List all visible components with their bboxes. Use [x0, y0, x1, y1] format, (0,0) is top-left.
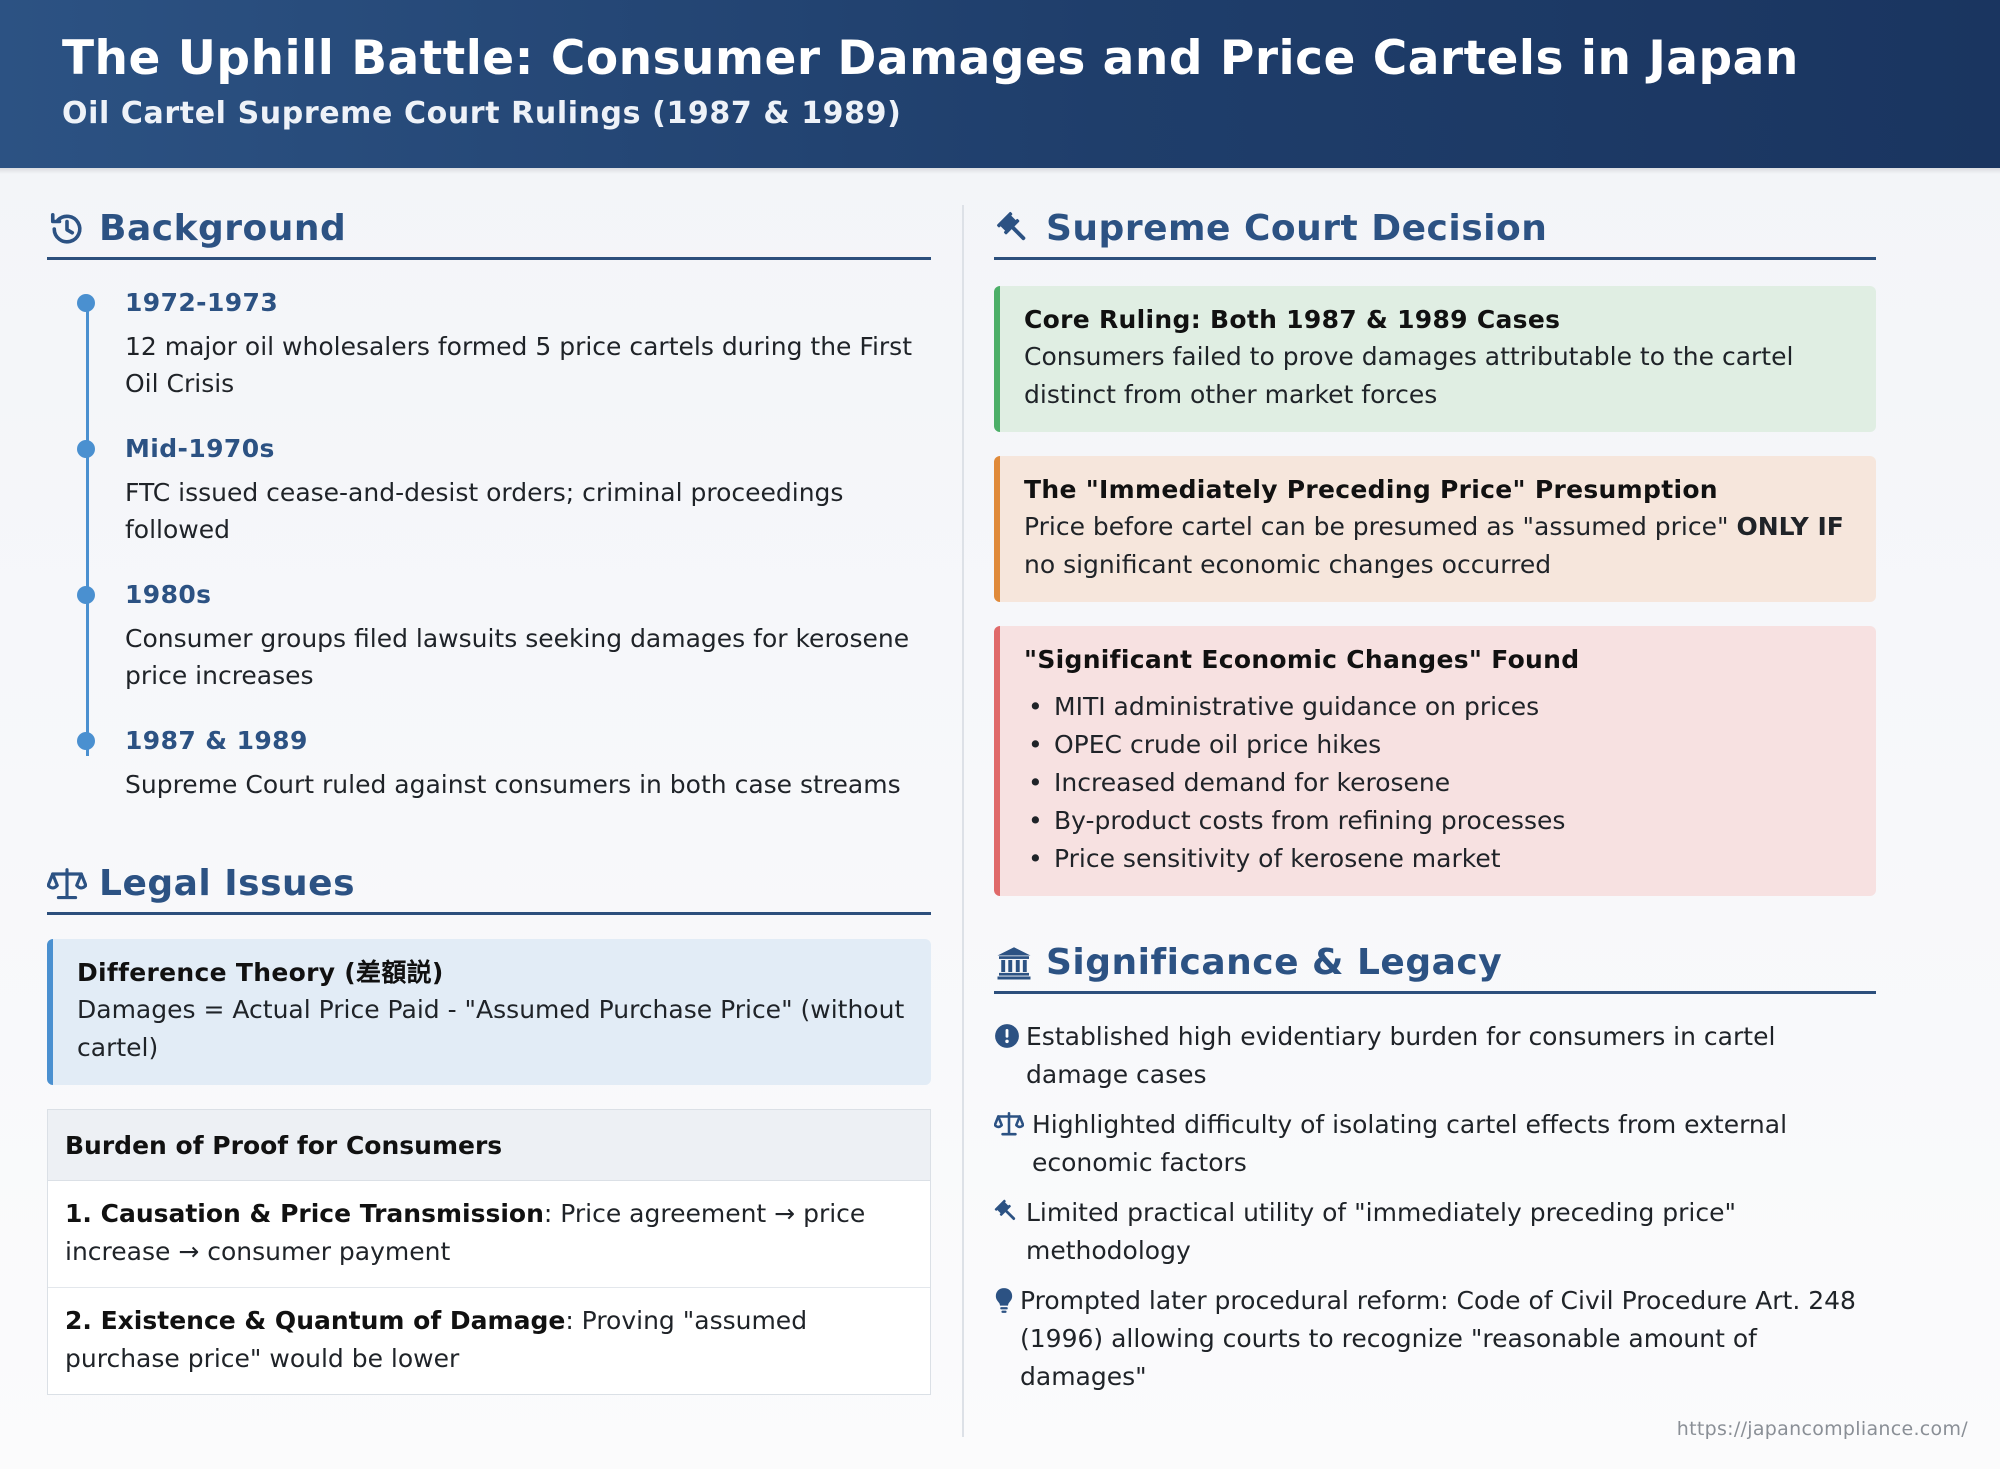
timeline-date: 1987 & 1989	[125, 726, 308, 755]
header-banner: The Uphill Battle: Consumer Damages and …	[0, 0, 2000, 168]
column-divider	[962, 205, 964, 1437]
left-column: Background 1972-1973 12 major oil wholes…	[47, 200, 931, 1395]
background-heading: Background	[99, 208, 347, 249]
significance-text: Prompted later procedural reform: Code o…	[1020, 1286, 1856, 1391]
difference-theory-text: Damages = Actual Price Paid - "Assumed P…	[77, 995, 905, 1062]
list-item: Limited practical utility of "immediatel…	[994, 1194, 1876, 1270]
timeline-text: Supreme Court ruled against consumers in…	[125, 770, 901, 799]
scales-icon	[994, 1111, 1032, 1137]
timeline-item: Mid-1970s FTC issued cease-and-desist or…	[77, 432, 931, 548]
timeline-date: 1980s	[125, 580, 212, 609]
burden-row: 1. Causation & Price Transmission: Price…	[48, 1181, 930, 1288]
core-ruling-card: Core Ruling: Both 1987 & 1989 Cases Cons…	[994, 286, 1876, 432]
legal-issues-heading: Legal Issues	[99, 863, 356, 904]
legal-issues-section: Legal Issues Difference Theory (差額説) Dam…	[47, 855, 931, 1395]
list-item: Price sensitivity of kerosene market	[1024, 840, 1852, 878]
difference-theory-card: Difference Theory (差額説) Damages = Actual…	[47, 939, 931, 1085]
core-ruling-title: Core Ruling: Both 1987 & 1989 Cases	[1024, 305, 1561, 334]
timeline: 1972-1973 12 major oil wholesalers forme…	[47, 286, 931, 803]
significance-text: Established high evidentiary burden for …	[1026, 1022, 1776, 1089]
decision-heading: Supreme Court Decision	[1046, 208, 1548, 249]
gavel-icon	[994, 209, 1034, 249]
burden-row-text: : Price agreement → price increase → con…	[65, 1199, 866, 1266]
timeline-date: Mid-1970s	[125, 434, 275, 463]
right-column: Supreme Court Decision Core Ruling: Both…	[994, 200, 1876, 1408]
list-item: Highlighted difficulty of isolating cart…	[994, 1106, 1876, 1182]
presumption-text: Price before cartel can be presumed as "…	[1024, 508, 1852, 584]
significance-heading: Significance & Legacy	[1046, 942, 1503, 983]
page-title: The Uphill Battle: Consumer Damages and …	[62, 31, 1799, 86]
timeline-text: Consumer groups filed lawsuits seeking d…	[125, 624, 910, 690]
burden-row-label: 1. Causation & Price Transmission	[65, 1199, 544, 1228]
timeline-item: 1987 & 1989 Supreme Court ruled against …	[77, 724, 931, 803]
list-item: Prompted later procedural reform: Code o…	[994, 1282, 1876, 1396]
presumption-text-after: no significant economic changes occurred	[1024, 550, 1552, 579]
lightbulb-icon	[994, 1287, 1020, 1315]
timeline-text: FTC issued cease-and-desist orders; crim…	[125, 478, 844, 544]
timeline-dot	[77, 440, 95, 458]
significance-text: Limited practical utility of "immediatel…	[1026, 1198, 1736, 1265]
timeline-text: 12 major oil wholesalers formed 5 price …	[125, 332, 912, 398]
presumption-card: The "Immediately Preceding Price" Presum…	[994, 456, 1876, 602]
background-section-header: Background	[47, 200, 931, 260]
list-item: By-product costs from refining processes	[1024, 802, 1852, 840]
timeline-item: 1980s Consumer groups filed lawsuits see…	[77, 578, 931, 694]
list-item: MITI administrative guidance on prices	[1024, 688, 1852, 726]
footer-url: https://japancompliance.com/	[1676, 1418, 1968, 1440]
landmark-icon	[994, 943, 1034, 983]
economic-changes-title: "Significant Economic Changes" Found	[1024, 645, 1580, 674]
timeline-line	[86, 300, 89, 756]
timeline-dot	[77, 732, 95, 750]
timeline-date: 1972-1973	[125, 288, 279, 317]
legal-issues-section-header: Legal Issues	[47, 855, 931, 915]
difference-theory-title: Difference Theory (差額説)	[77, 958, 444, 987]
gavel-icon	[994, 1199, 1026, 1225]
header-shadow	[0, 168, 2000, 174]
presumption-text-before: Price before cartel can be presumed as "…	[1024, 512, 1737, 541]
timeline-dot	[77, 586, 95, 604]
burden-row: 2. Existence & Quantum of Damage: Provin…	[48, 1288, 930, 1394]
page-subtitle: Oil Cartel Supreme Court Rulings (1987 &…	[62, 96, 902, 131]
burden-of-proof-title: Burden of Proof for Consumers	[48, 1110, 930, 1181]
presumption-title: The "Immediately Preceding Price" Presum…	[1024, 475, 1718, 504]
significance-text: Highlighted difficulty of isolating cart…	[1032, 1110, 1788, 1177]
significance-section: Significance & Legacy Established high e…	[994, 934, 1876, 1396]
timeline-dot	[77, 294, 95, 312]
presumption-text-emphasis: ONLY IF	[1736, 512, 1844, 541]
timeline-item: 1972-1973 12 major oil wholesalers forme…	[77, 286, 931, 402]
burden-of-proof-table: Burden of Proof for Consumers 1. Causati…	[47, 1109, 931, 1395]
significance-section-header: Significance & Legacy	[994, 934, 1876, 994]
list-item: Established high evidentiary burden for …	[994, 1018, 1876, 1094]
significance-list: Established high evidentiary burden for …	[994, 1018, 1876, 1396]
economic-changes-list: MITI administrative guidance on prices O…	[1024, 688, 1852, 878]
list-item: Increased demand for kerosene	[1024, 764, 1852, 802]
exclamation-circle-icon	[994, 1023, 1026, 1049]
history-icon	[47, 209, 87, 249]
decision-section-header: Supreme Court Decision	[994, 200, 1876, 260]
burden-row-label: 2. Existence & Quantum of Damage	[65, 1306, 566, 1335]
core-ruling-text: Consumers failed to prove damages attrib…	[1024, 342, 1794, 409]
burden-row-text: : Proving "assumed purchase price" would…	[65, 1306, 808, 1373]
scales-icon	[47, 864, 87, 904]
list-item: OPEC crude oil price hikes	[1024, 726, 1852, 764]
economic-changes-card: "Significant Economic Changes" Found MIT…	[994, 626, 1876, 896]
